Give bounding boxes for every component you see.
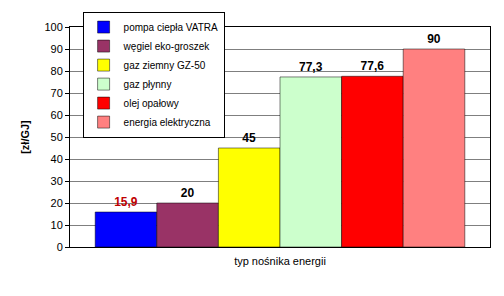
svg-text:węgiel eko-groszek: węgiel eko-groszek <box>123 41 211 52</box>
svg-text:100: 100 <box>44 21 62 33</box>
svg-text:77,3: 77,3 <box>299 60 323 74</box>
svg-text:50: 50 <box>51 131 63 143</box>
svg-text:typ nośnika energii: typ nośnika energii <box>234 255 326 267</box>
svg-text:90: 90 <box>427 32 441 46</box>
svg-text:15,9: 15,9 <box>114 195 138 209</box>
svg-text:45: 45 <box>242 131 256 145</box>
svg-text:20: 20 <box>181 186 195 200</box>
svg-text:energia elektryczna: energia elektryczna <box>124 117 211 128</box>
svg-text:[zł/GJ]: [zł/GJ] <box>19 120 31 154</box>
svg-text:40: 40 <box>51 153 63 165</box>
svg-text:gaz płynny: gaz płynny <box>124 79 172 90</box>
svg-text:77,6: 77,6 <box>361 59 385 73</box>
svg-text:gaz ziemny GZ-50: gaz ziemny GZ-50 <box>124 60 206 71</box>
svg-text:pompa ciepła VATRA: pompa ciepła VATRA <box>124 22 218 33</box>
svg-text:60: 60 <box>51 109 63 121</box>
svg-text:30: 30 <box>51 175 63 187</box>
svg-text:10: 10 <box>51 219 63 231</box>
svg-text:70: 70 <box>51 87 63 99</box>
svg-text:olej opałowy: olej opałowy <box>124 98 179 109</box>
svg-text:80: 80 <box>51 65 63 77</box>
svg-text:20: 20 <box>51 197 63 209</box>
svg-text:90: 90 <box>51 43 63 55</box>
svg-text:0: 0 <box>57 241 63 253</box>
